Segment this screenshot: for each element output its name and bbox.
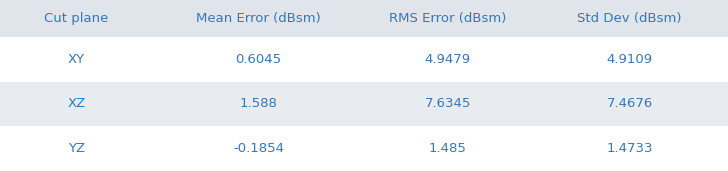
Text: Mean Error (dBsm): Mean Error (dBsm): [196, 12, 321, 25]
Bar: [0, 37, 728, 82]
Text: Cut plane: Cut plane: [44, 12, 108, 25]
Text: -0.1854: -0.1854: [233, 142, 284, 155]
Text: 0.6045: 0.6045: [235, 53, 282, 66]
Text: 4.9109: 4.9109: [606, 53, 653, 66]
Text: RMS Error (dBsm): RMS Error (dBsm): [389, 12, 507, 25]
Bar: [0, 0, 728, 37]
Text: XZ: XZ: [67, 97, 86, 110]
Text: Std Dev (dBsm): Std Dev (dBsm): [577, 12, 682, 25]
Text: 1.588: 1.588: [240, 97, 277, 110]
Text: 7.6345: 7.6345: [424, 97, 471, 110]
Bar: [0, 126, 728, 171]
Text: 1.485: 1.485: [429, 142, 467, 155]
Bar: [0, 82, 728, 126]
Text: 7.4676: 7.4676: [606, 97, 653, 110]
Text: 4.9479: 4.9479: [424, 53, 471, 66]
Text: XY: XY: [68, 53, 85, 66]
Text: 1.4733: 1.4733: [606, 142, 653, 155]
Text: YZ: YZ: [68, 142, 85, 155]
